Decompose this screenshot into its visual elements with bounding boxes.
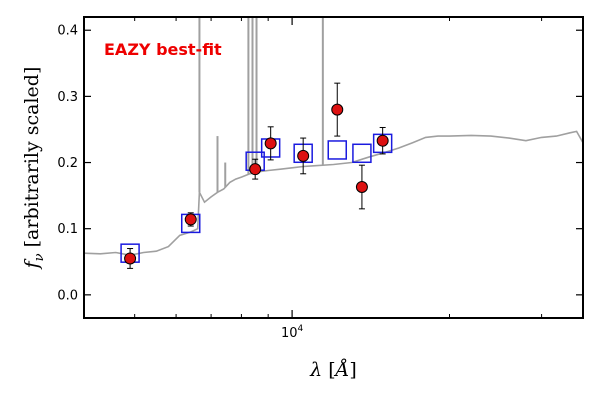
- annotation-label: EAZY best-fit: [104, 40, 222, 59]
- observed-point-8: [376, 134, 389, 147]
- x-tick-label-base: 10: [281, 326, 298, 341]
- model-photometry-box-7: [352, 143, 372, 164]
- plot-inner: [84, 17, 583, 269]
- y-tick-label-4: 0.3: [57, 90, 78, 105]
- plot-frame: [83, 16, 584, 319]
- x-axis-label-symbol: λ: [309, 359, 322, 381]
- x-axis-label: λ [Å]: [309, 359, 357, 381]
- observed-point-7: [355, 181, 368, 194]
- observed-point-2: [184, 213, 197, 226]
- observed-point-5: [297, 149, 310, 162]
- y-tick-label-3: 0.2: [57, 156, 78, 171]
- plot-area: [84, 17, 583, 269]
- observed-point-4: [264, 137, 277, 150]
- template-spectrum-line: [84, 130, 583, 257]
- observed-point-3: [249, 163, 262, 176]
- observed-point-6: [331, 103, 344, 116]
- observed-point-1: [124, 252, 137, 265]
- y-axis-label-subscript: ν: [32, 253, 47, 261]
- model-photometry-box-6: [327, 140, 348, 160]
- x-axis-label-unit: Å: [334, 359, 350, 381]
- y-axis-label-text: [arbitrarily scaled]: [21, 67, 43, 254]
- y-axis-label: fν [arbitrarily scaled]: [21, 67, 47, 271]
- axes: 0.0 0.1 0.2 0.3 0.4 104: [57, 16, 584, 341]
- y-tick-label-5: 0.4: [57, 24, 78, 39]
- y-axis-label-symbol: f: [21, 258, 43, 270]
- x-tick-label-exponent: 4: [298, 324, 304, 334]
- y-tick-label-2: 0.1: [57, 222, 78, 237]
- x-tick-label-1: 104: [281, 324, 304, 341]
- y-tick-label-1: 0.0: [57, 288, 78, 303]
